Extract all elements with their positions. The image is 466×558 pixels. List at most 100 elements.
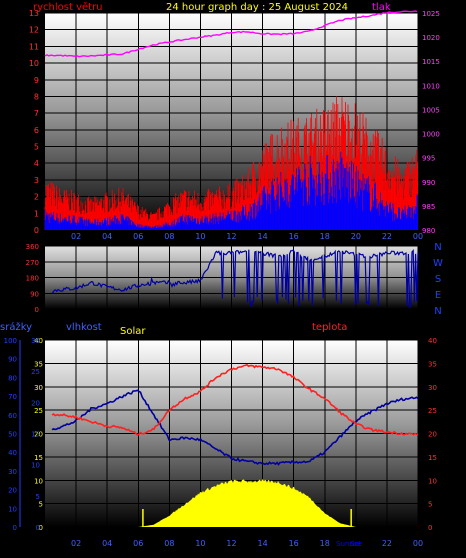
panel1-x-tick-label: 04 <box>102 232 112 241</box>
wind-speed-label: rychlost větru <box>33 1 103 13</box>
temperature-tick-label: 20 <box>428 431 437 439</box>
panel3-x-tick-label: 16 <box>289 539 299 548</box>
panel1-left-tick-label: 5 <box>34 143 39 152</box>
direction-compass-label: S <box>435 274 441 285</box>
solar-tick-label: 10 <box>34 477 43 485</box>
panel2-tick-label: 270 <box>26 259 39 267</box>
humidity-tick-label: 15 <box>31 431 40 439</box>
panel1-left-tick-label: 12 <box>29 26 39 35</box>
panel1-left-tick-label: 3 <box>34 176 39 185</box>
temperature-tick-label: 15 <box>428 454 437 462</box>
rain-label: srážky <box>0 321 32 333</box>
panel1-left-tick-label: 10 <box>29 59 39 68</box>
panel1-left-tick-label: 9 <box>34 76 39 85</box>
humidity-tick-label: 20 <box>31 399 40 407</box>
panel3-x-tick-label: 08 <box>164 539 174 548</box>
rain-tick-label: 40 <box>8 449 17 457</box>
panel1-right-tick-label: 1005 <box>422 106 440 114</box>
direction-compass-label: W <box>433 258 443 269</box>
panel3-x-tick-label: 02 <box>71 539 81 548</box>
rain-tick-label: 20 <box>8 487 17 495</box>
panel1-x-tick-label: 16 <box>289 232 299 241</box>
panel3-x-tick-label: 10 <box>195 539 205 548</box>
panel1-left-tick-label: 7 <box>34 109 39 118</box>
rain-tick-label: 60 <box>8 412 17 420</box>
panel3-x-tick-label: 14 <box>257 539 267 548</box>
panel1-left-tick-label: 4 <box>34 159 39 168</box>
panel1-x-tick-label: 20 <box>351 232 361 241</box>
panel1-x-tick-label: 06 <box>133 232 143 241</box>
panel3-x-tick-label: 04 <box>102 539 112 548</box>
solar-tick-label: 40 <box>34 337 43 345</box>
panel3-x-tick-label: 12 <box>226 539 236 548</box>
panel1-x-tick-label: 00 <box>413 232 423 241</box>
panel3-x-tick-label: 06 <box>133 539 143 548</box>
panel1-left-tick-label: 1 <box>34 209 39 218</box>
direction-compass-label: N <box>434 306 441 317</box>
solar-tick-label: 5 <box>39 501 43 509</box>
rain-tick-label: 30 <box>8 468 17 476</box>
humidity-tick-label: 25 <box>31 368 40 376</box>
temperature-tick-label: 40 <box>428 337 437 345</box>
panel3-x-tick-label: 22 <box>382 539 392 548</box>
solar-tick-label: 35 <box>34 360 43 368</box>
panel1-left-tick-label: 13 <box>29 9 39 18</box>
sunrise-label: Sunrise <box>336 540 362 548</box>
panel1-right-tick-label: 1025 <box>422 10 440 18</box>
panel1-left-tick-label: 0 <box>34 226 39 235</box>
solar-tick-label: 20 <box>34 431 43 439</box>
temperature-tick-label: 10 <box>428 477 437 485</box>
panel1-right-tick-label: 1015 <box>422 58 440 66</box>
panel1-x-tick-label: 18 <box>320 232 330 241</box>
temperature-tick-label: 0 <box>428 524 432 532</box>
humidity-line <box>51 389 419 466</box>
panel1-left-tick-label: 2 <box>34 193 39 202</box>
panel1-x-tick-label: 02 <box>71 232 81 241</box>
solar-area <box>45 479 418 527</box>
panel2-tick-label: 360 <box>26 243 39 251</box>
solar-tick-label: 0 <box>39 524 43 532</box>
panel1-left-tick-label: 11 <box>29 42 39 51</box>
wind-avg-series <box>44 151 419 230</box>
panel1-right-tick-label: 985 <box>422 203 435 211</box>
humidity-tick-label: 30 <box>31 337 40 345</box>
panel3-x-tick-label: 18 <box>320 539 330 548</box>
humidity-tick-label: 0 <box>36 524 40 532</box>
panel1-right-tick-label: 1020 <box>422 34 440 42</box>
rain-tick-label: 10 <box>8 505 17 513</box>
panel1-x-tick-label: 10 <box>195 232 205 241</box>
panel2-tick-label: 0 <box>35 306 39 314</box>
panel1-x-tick-label: 14 <box>257 232 267 241</box>
panel1-left-tick-label: 8 <box>34 92 39 101</box>
panel2-tick-label: 180 <box>26 275 39 283</box>
solar-tick-label: 25 <box>34 407 43 415</box>
panel2-tick-label: 90 <box>30 290 39 298</box>
temperature-label: teplota <box>312 322 347 333</box>
direction-compass-label: N <box>434 242 441 253</box>
pressure-line <box>44 10 418 58</box>
panel1-right-tick-label: 995 <box>422 155 435 163</box>
panel1-x-tick-label: 12 <box>226 232 236 241</box>
solar-label: Solar <box>120 326 146 337</box>
panel3-x-tick-label: 00 <box>413 539 423 548</box>
panel1-title: 24 hour graph day : 25 August 2024 <box>166 2 348 13</box>
temperature-line <box>51 363 418 436</box>
sunset-label: Set <box>350 540 362 548</box>
direction-compass-label: E <box>435 290 441 301</box>
humidity-tick-label: 10 <box>31 462 40 470</box>
panel1-x-tick-label: 08 <box>164 232 174 241</box>
wind-direction-line <box>51 249 419 309</box>
temperature-tick-label: 35 <box>428 360 437 368</box>
panel1-right-tick-label: 1010 <box>422 82 440 90</box>
solar-tick-label: 15 <box>34 454 43 462</box>
humidity-label: vlhkost <box>66 322 102 333</box>
temperature-tick-label: 25 <box>428 407 437 415</box>
rain-tick-label: 80 <box>8 374 17 382</box>
rain-tick-label: 70 <box>8 393 17 401</box>
panel1-right-tick-label: 1000 <box>422 131 440 139</box>
rain-tick-label: 50 <box>8 431 17 439</box>
temperature-tick-label: 5 <box>428 501 432 509</box>
rain-tick-label: 100 <box>4 337 17 345</box>
